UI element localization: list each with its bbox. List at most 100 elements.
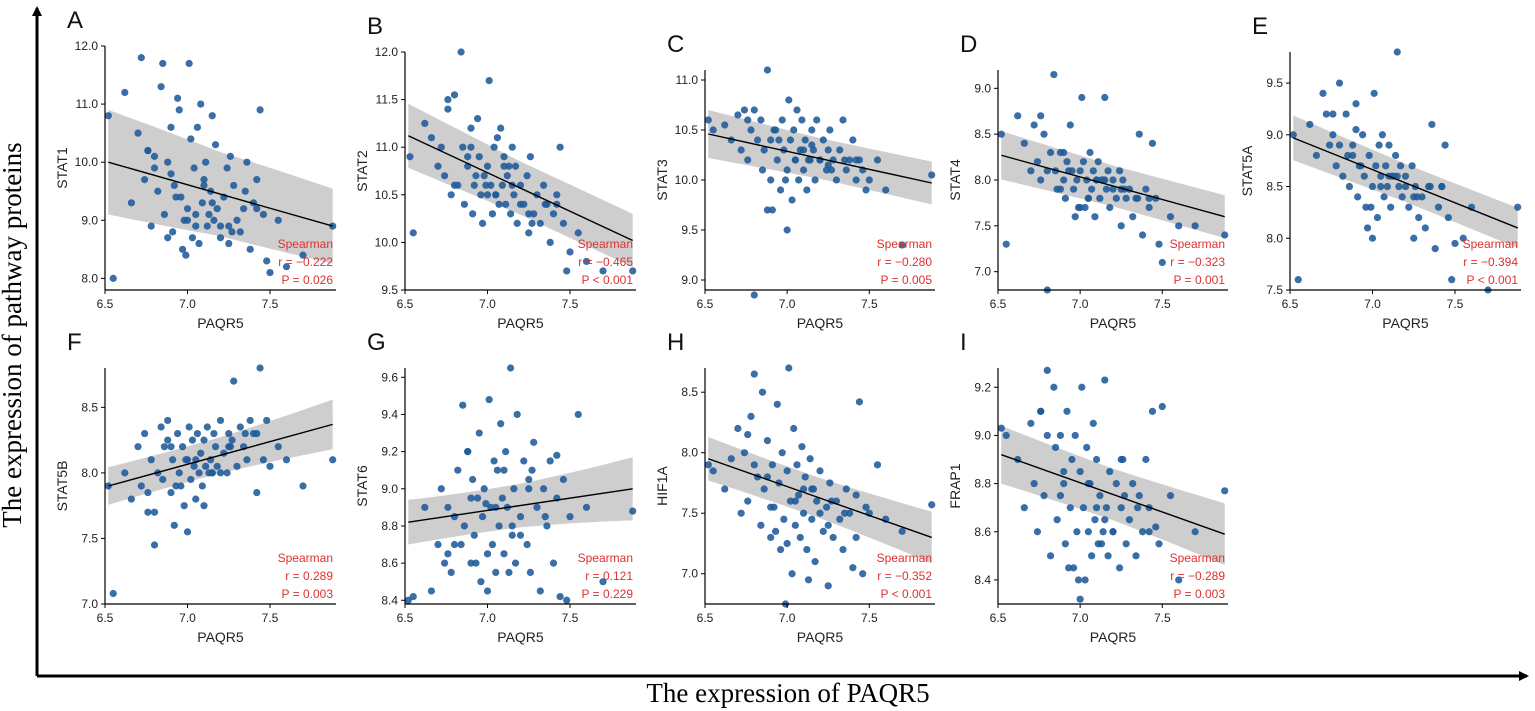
stat-method: Spearman	[278, 237, 333, 251]
y-tick-label: 9.0	[974, 428, 991, 442]
data-point	[839, 116, 847, 124]
data-point	[859, 570, 867, 578]
y-axis-label: HIF1A	[654, 466, 670, 506]
y-tick-label: 11.0	[676, 73, 699, 87]
data-point	[159, 475, 167, 484]
data-point	[516, 531, 525, 539]
y-tick-label: 8.0	[81, 466, 98, 480]
data-point	[790, 424, 798, 433]
data-point	[233, 216, 241, 224]
data-point	[744, 156, 752, 164]
data-point	[1155, 540, 1163, 548]
data-point	[1104, 552, 1112, 560]
data-point	[1102, 504, 1111, 512]
data-point	[137, 54, 145, 62]
regression-line	[708, 458, 932, 539]
data-point	[1060, 176, 1068, 184]
panel-h: H 6.5 7.0 7.5 7.0 7.5 8.0 8.5 PAQR5 HIF1A Spearman…	[654, 329, 936, 645]
data-point	[460, 522, 468, 530]
data-point	[599, 578, 607, 586]
data-point	[1101, 376, 1109, 384]
data-point	[811, 558, 819, 566]
data-point	[141, 429, 149, 438]
data-point	[1078, 383, 1086, 391]
data-point	[740, 106, 749, 114]
data-point	[1089, 167, 1097, 175]
data-point	[492, 568, 500, 577]
data-point	[873, 156, 882, 164]
data-point	[495, 200, 503, 208]
y-tick-label: 8.4	[974, 573, 991, 587]
data-point	[482, 181, 490, 189]
data-point	[1084, 194, 1092, 202]
data-point	[1335, 79, 1344, 87]
data-point	[737, 509, 745, 517]
data-point	[1148, 139, 1157, 147]
y-tick-label: 9.0	[381, 482, 398, 496]
data-point	[855, 398, 864, 406]
data-point	[1387, 203, 1395, 211]
data-point	[1050, 383, 1058, 391]
y-tick-label: 9.0	[974, 81, 991, 95]
data-point	[1191, 222, 1199, 230]
data-point	[1405, 203, 1413, 211]
data-point	[1065, 564, 1073, 572]
y-tick-label: 12.0	[375, 45, 399, 59]
y-tick-label: 11.5	[376, 93, 399, 107]
data-point	[563, 596, 571, 604]
data-point	[744, 497, 752, 505]
data-point	[495, 522, 503, 530]
confidence-band	[1001, 131, 1225, 239]
data-point	[175, 106, 183, 114]
data-point	[530, 210, 538, 218]
data-point	[200, 502, 208, 510]
data-point	[508, 531, 516, 539]
x-axis-label: PAQR5	[1090, 629, 1137, 645]
data-point	[1418, 193, 1426, 201]
data-point	[799, 166, 808, 174]
data-point	[493, 466, 501, 474]
data-point	[177, 482, 185, 490]
data-point	[813, 116, 821, 124]
data-point	[526, 153, 535, 161]
data-point	[1046, 148, 1055, 157]
data-point	[842, 166, 850, 174]
data-point	[1421, 224, 1429, 232]
data-point	[1135, 492, 1143, 500]
data-point	[549, 559, 558, 567]
y-tick-label: 7.5	[1266, 283, 1283, 297]
data-point	[329, 456, 337, 464]
regression-line	[108, 161, 333, 227]
data-point	[513, 219, 521, 227]
data-point	[434, 162, 442, 170]
x-tick-label: 7.0	[479, 611, 496, 625]
stat-r: r = −0.280	[877, 255, 932, 269]
data-point	[1385, 141, 1393, 149]
y-tick-label: 10.0	[375, 235, 399, 249]
stat-r: r = −0.465	[578, 255, 633, 269]
data-point	[1306, 120, 1314, 129]
data-point	[483, 162, 492, 170]
data-point	[799, 509, 808, 517]
data-point	[205, 469, 213, 477]
data-point	[1413, 193, 1421, 201]
stat-p: P < 0.001	[582, 273, 634, 287]
data-point	[795, 176, 803, 184]
confidence-band	[108, 109, 333, 264]
data-point	[1112, 479, 1120, 488]
data-point	[559, 219, 568, 227]
panel-d: D 6.5 7.0 7.5 7.0 7.5 8.0 8.5 9.0 PAQR5 STAT4 Spear…	[947, 31, 1229, 331]
stat-method: Spearman	[278, 551, 333, 565]
data-point	[747, 126, 755, 134]
data-point	[1431, 245, 1439, 253]
data-point	[898, 241, 906, 249]
y-axis-label: STAT5A	[1239, 145, 1255, 196]
x-tick-label: 7.0	[179, 297, 196, 311]
data-point	[780, 515, 788, 523]
y-tick-label: 12.0	[75, 39, 99, 53]
stat-r: r = −0.394	[1463, 255, 1518, 269]
data-point	[216, 222, 225, 230]
data-point	[1033, 158, 1042, 166]
stat-r: r = −0.289	[1170, 569, 1225, 583]
data-point	[1122, 540, 1130, 548]
